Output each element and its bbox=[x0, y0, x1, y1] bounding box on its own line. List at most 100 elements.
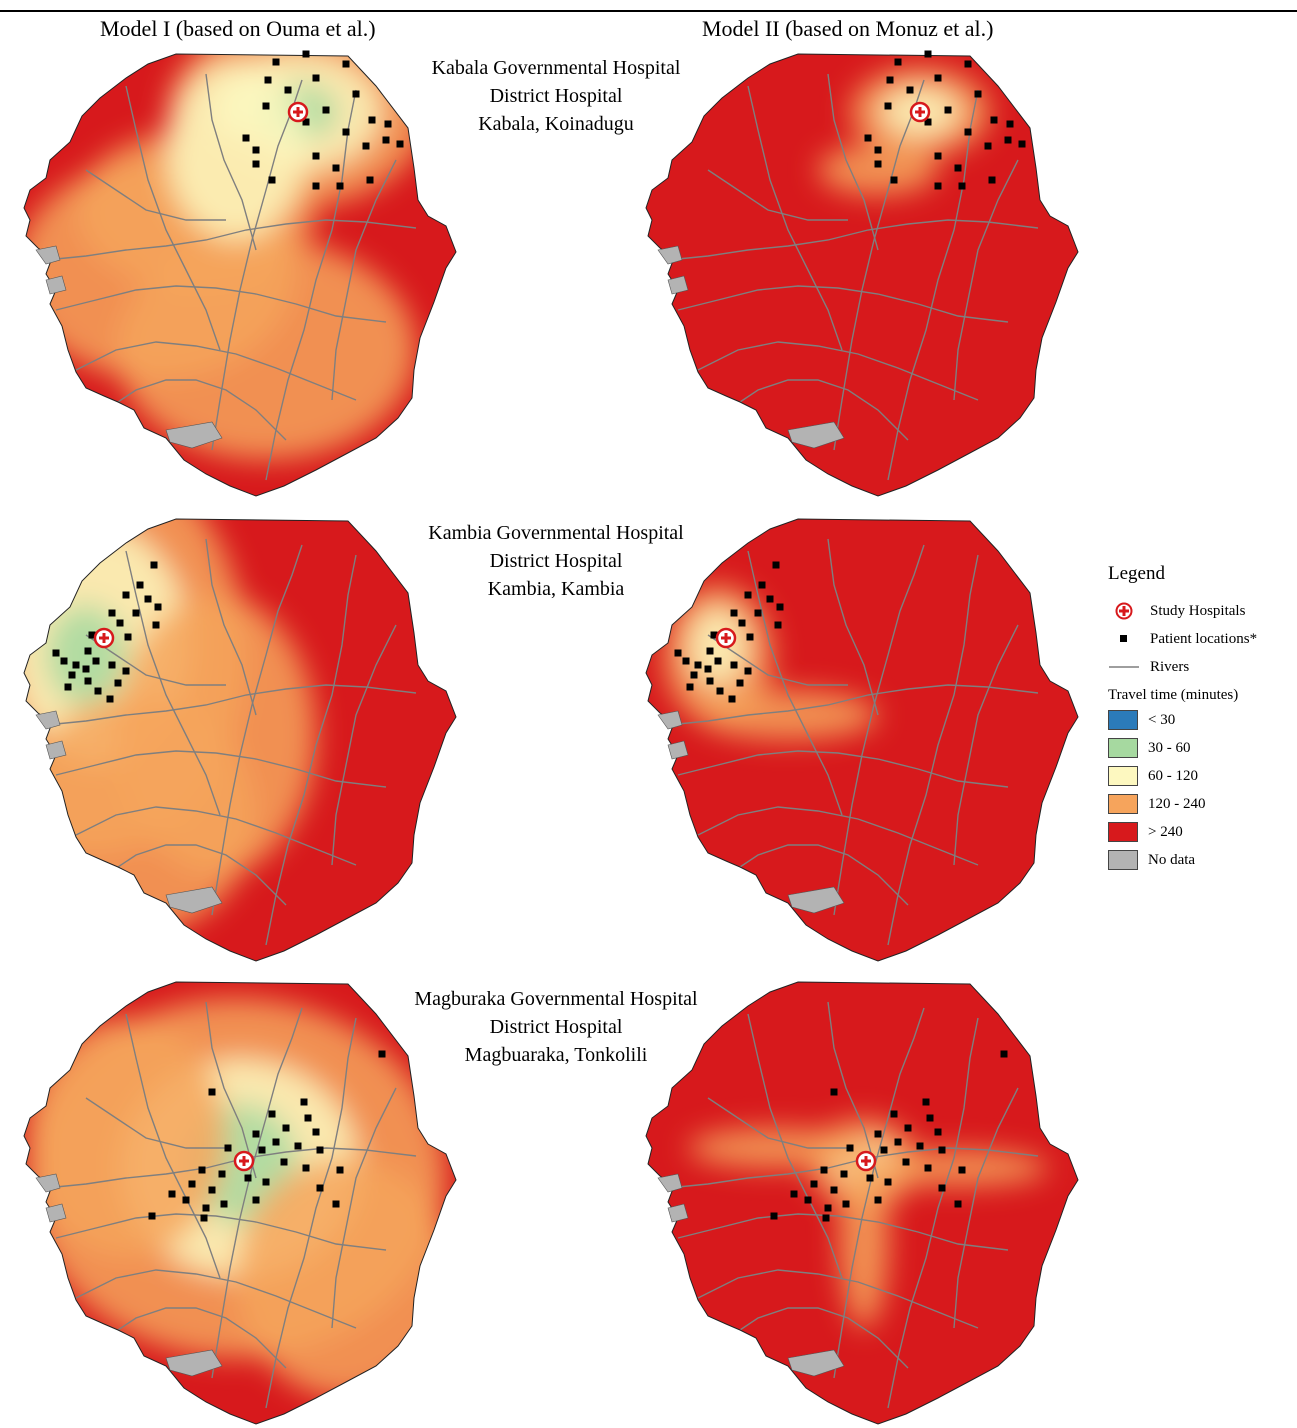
patient-location-marker bbox=[964, 128, 972, 136]
river-line bbox=[45, 219, 417, 261]
patient-location-marker bbox=[964, 60, 972, 68]
no-data-area bbox=[45, 1203, 67, 1223]
river-line bbox=[697, 1269, 979, 1329]
patient-location-marker bbox=[890, 1110, 898, 1118]
patient-location-marker bbox=[866, 1174, 874, 1182]
legend-item-study-hospitals: Study Hospitals bbox=[1108, 597, 1293, 625]
patient-location-marker bbox=[148, 1212, 156, 1220]
river-line bbox=[707, 1097, 848, 1149]
no-data-area bbox=[787, 1349, 845, 1377]
map-kambia-model1 bbox=[16, 515, 476, 965]
patient-location-marker bbox=[200, 1214, 208, 1222]
river-line bbox=[45, 1147, 417, 1189]
river-line bbox=[697, 341, 979, 401]
river-line bbox=[75, 341, 357, 401]
patient-location-marker bbox=[710, 631, 718, 639]
patient-location-marker bbox=[154, 603, 162, 611]
patient-location-marker bbox=[690, 671, 698, 679]
river-line bbox=[85, 169, 226, 221]
river-line bbox=[55, 285, 387, 323]
access-zone bbox=[839, 1148, 889, 1328]
river-line bbox=[667, 1147, 1039, 1189]
river-line bbox=[953, 159, 1019, 401]
patient-location-marker bbox=[822, 1214, 830, 1222]
patient-location-marker bbox=[72, 661, 80, 669]
patient-location-marker bbox=[830, 1186, 838, 1194]
patient-location-marker bbox=[352, 90, 360, 98]
river-line bbox=[667, 684, 1039, 726]
country-outline bbox=[23, 981, 457, 1425]
map-kabala-model1 bbox=[16, 50, 476, 500]
patient-location-marker bbox=[842, 1200, 850, 1208]
patient-location-marker bbox=[366, 176, 374, 184]
river-line bbox=[265, 554, 357, 946]
river-line bbox=[211, 79, 303, 451]
patient-location-marker bbox=[924, 118, 932, 126]
patient-location-marker bbox=[94, 687, 102, 695]
patient-location-marker bbox=[886, 76, 894, 84]
country-outline bbox=[645, 981, 1079, 1425]
country-outline bbox=[645, 53, 1079, 497]
river-line bbox=[75, 806, 357, 866]
map-kabala-model2 bbox=[638, 50, 1098, 500]
river-line bbox=[747, 1013, 843, 1279]
patient-location-marker bbox=[198, 1166, 206, 1174]
patient-location-marker bbox=[958, 182, 966, 190]
patient-location-marker bbox=[316, 1184, 324, 1192]
patient-location-marker bbox=[884, 1178, 892, 1186]
patient-location-marker bbox=[758, 581, 766, 589]
patient-location-marker bbox=[396, 140, 404, 148]
river-line bbox=[667, 219, 1039, 261]
river-line bbox=[827, 1001, 879, 1179]
patient-location-marker bbox=[716, 687, 724, 695]
patient-location-marker bbox=[114, 679, 122, 687]
patient-location-marker bbox=[984, 142, 992, 150]
patient-location-marker bbox=[746, 633, 754, 641]
legend-label: 120 - 240 bbox=[1148, 795, 1206, 812]
patient-location-marker bbox=[116, 619, 124, 627]
no-data-area bbox=[35, 1173, 61, 1193]
river-line bbox=[211, 1007, 303, 1379]
legend-label: Study Hospitals bbox=[1150, 602, 1246, 619]
legend-class-item: < 30 bbox=[1108, 706, 1293, 734]
river-line bbox=[747, 85, 843, 351]
no-data-area bbox=[657, 710, 683, 730]
model1-heading: Model I (based on Ouma et al.) bbox=[100, 16, 376, 41]
no-data-area bbox=[165, 886, 223, 914]
patient-location-marker bbox=[766, 595, 774, 603]
patient-location-marker bbox=[736, 679, 744, 687]
patient-location-marker bbox=[874, 160, 882, 168]
legend-color-swatch bbox=[1108, 794, 1138, 814]
patient-location-marker bbox=[674, 649, 682, 657]
patient-location-marker bbox=[82, 665, 90, 673]
river-line bbox=[727, 1307, 909, 1369]
patient-location-marker bbox=[934, 1128, 942, 1136]
no-data-area bbox=[667, 275, 689, 295]
legend-color-swatch bbox=[1108, 710, 1138, 730]
patient-location-marker bbox=[322, 106, 330, 114]
patient-location-marker bbox=[302, 50, 310, 58]
caption-kambia: Kambia Governmental Hospital District Ho… bbox=[386, 519, 726, 603]
patient-location-marker bbox=[202, 1204, 210, 1212]
patient-location-marker bbox=[744, 667, 752, 675]
patient-location-marker bbox=[60, 657, 68, 665]
river-line bbox=[677, 1213, 1009, 1251]
patient-location-marker bbox=[938, 1184, 946, 1192]
legend-label: Rivers bbox=[1150, 658, 1190, 675]
patient-location-marker bbox=[706, 677, 714, 685]
patient-location-marker bbox=[152, 621, 160, 629]
river-line bbox=[887, 1017, 979, 1409]
patient-location-marker bbox=[262, 102, 270, 110]
patient-location-marker bbox=[208, 1186, 216, 1194]
no-data-area bbox=[165, 421, 223, 449]
patient-location-marker bbox=[108, 661, 116, 669]
patient-location-marker bbox=[954, 164, 962, 172]
patient-location-marker bbox=[890, 176, 898, 184]
patient-location-marker bbox=[64, 683, 72, 691]
patient-location-marker bbox=[88, 631, 96, 639]
patient-location-marker bbox=[136, 581, 144, 589]
patient-location-marker bbox=[252, 160, 260, 168]
patient-location-marker bbox=[804, 1196, 812, 1204]
river-line bbox=[677, 285, 1009, 323]
patient-location-marker bbox=[342, 60, 350, 68]
